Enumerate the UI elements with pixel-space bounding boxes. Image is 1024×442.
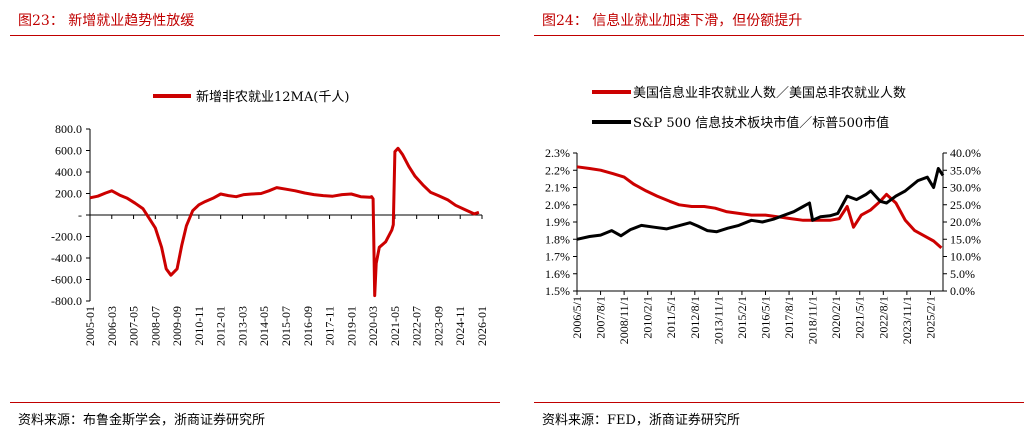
x-tick-label: 2025/2/1 — [923, 296, 937, 339]
right-chart: 美国信息业非农就业人数／美国总非农就业人数 S&P 500 信息技术板块市值／标普… — [545, 85, 981, 344]
x-tick-label: 2016/5/1 — [758, 296, 772, 339]
x-tick-label: 2020/2/1 — [829, 296, 843, 339]
y-left-tick-label: 1.8% — [545, 232, 570, 246]
x-tick-label: 2021-05 — [388, 306, 402, 346]
x-tick-label: 2007-05 — [127, 306, 141, 346]
x-tick-label: 2007/8/1 — [594, 296, 608, 339]
x-tick-label: 2009-09 — [170, 306, 184, 346]
y-right-tick-label: 35.0% — [950, 163, 981, 177]
y-left-tick-label: 1.6% — [545, 267, 570, 281]
y-right-tick-label: 40.0% — [950, 146, 981, 160]
right-source-rule — [534, 402, 1024, 403]
y-tick-label: 200.0 — [55, 187, 82, 201]
x-tick-label: 2006/5/1 — [570, 296, 584, 339]
right-title-rule — [534, 35, 1024, 36]
series-line-hiring — [89, 146, 480, 298]
legend-label-tech-cap: S&P 500 信息技术板块市值／标普500市值 — [633, 115, 889, 131]
y-left-tick-label: 2.3% — [545, 146, 570, 160]
x-tick-label: 2018/11/1 — [806, 296, 820, 344]
series-line-tech-cap — [576, 167, 945, 241]
y-left-tick-label: 2.0% — [545, 198, 570, 212]
x-tick-label: 2016-09 — [301, 306, 315, 346]
x-tick-label: 2008-07 — [148, 306, 162, 346]
y-right-tick-label: 25.0% — [950, 198, 981, 212]
x-tick-label: 2015/2/1 — [735, 296, 749, 339]
left-source-rule — [10, 402, 500, 403]
y-left-tick-label: 1.9% — [545, 215, 570, 229]
y-right-tick-label: 10.0% — [950, 250, 981, 264]
x-tick-label: 2017/8/1 — [782, 296, 796, 339]
x-tick-label: 2022-07 — [410, 306, 424, 346]
x-tick-label: 2014-05 — [257, 306, 271, 346]
x-tick-label: 2013-03 — [235, 306, 249, 346]
x-tick-label: 2019-01 — [344, 306, 358, 346]
y-tick-label: -600.0 — [51, 273, 82, 287]
right-figure-title: 图24： 信息业就业加速下滑，但份额提升 — [542, 13, 803, 29]
y-right-tick-label: 0.0% — [950, 284, 975, 298]
x-tick-label: 2023/11/1 — [900, 296, 914, 344]
y-tick-label: -800.0 — [51, 294, 82, 308]
x-tick-label: 2008/11/1 — [617, 296, 631, 344]
y-right-tick-label: 30.0% — [950, 181, 981, 195]
x-tick-label: 2015-07 — [279, 306, 293, 346]
x-tick-label: 2012-01 — [214, 306, 228, 346]
x-tick-label: 2020-03 — [366, 306, 380, 346]
x-tick-label: 2012/8/1 — [688, 296, 702, 339]
x-tick-label: 2022/8/1 — [876, 296, 890, 339]
x-tick-label: 2023-09 — [431, 306, 445, 346]
y-tick-label: 600.0 — [55, 144, 82, 158]
left-figure-panel: 图23： 新增就业趋势性放缓 新增非农就业12MA(千人) 800.0 600.0 4… — [0, 0, 500, 442]
legend-label-hiring: 新增非农就业12MA(千人) — [196, 89, 349, 105]
x-tick-label: 2021/5/1 — [853, 296, 867, 339]
y-tick-label: -200.0 — [51, 230, 82, 244]
left-title-rule — [10, 35, 500, 36]
x-tick-label: 2026-01 — [475, 306, 489, 346]
y-left-tick-label: 1.5% — [545, 284, 570, 298]
x-tick-label: 2013/11/1 — [711, 296, 725, 344]
y-tick-label: 800.0 — [55, 122, 82, 136]
y-tick-label: 400.0 — [55, 165, 82, 179]
series-line-info-share — [576, 165, 943, 250]
y-left-tick-label: 1.7% — [545, 250, 570, 264]
x-tick-label: 2006-03 — [105, 306, 119, 346]
x-tick-label: 2010/2/1 — [641, 296, 655, 339]
x-tick-label: 2010-11 — [192, 306, 206, 346]
x-tick-label: 2005-01 — [83, 306, 97, 346]
left-chart: 新增非农就业12MA(千人) 800.0 600.0 400.0 200.0 - -200.… — [51, 89, 489, 346]
x-tick-label: 2011/5/1 — [664, 296, 678, 338]
legend-label-info-share: 美国信息业非农就业人数／美国总非农就业人数 — [633, 85, 906, 101]
right-figure-panel: 图24： 信息业就业加速下滑，但份额提升 美国信息业非农就业人数／美国总非农就业… — [524, 0, 1024, 442]
y-tick-label: -400.0 — [51, 251, 82, 265]
y-right-tick-label: 15.0% — [950, 232, 981, 246]
x-tick-label: 2024-11 — [453, 306, 467, 346]
y-right-tick-label: 20.0% — [950, 215, 981, 229]
y-tick-label: - — [78, 208, 82, 222]
x-tick-label: 2017-11 — [323, 306, 337, 346]
y-right-tick-label: 5.0% — [950, 267, 975, 281]
y-left-tick-label: 2.2% — [545, 163, 570, 177]
right-source-note: 资料来源：FED，浙商证券研究所 — [542, 413, 740, 428]
left-figure-title: 图23： 新增就业趋势性放缓 — [18, 13, 195, 29]
y-left-tick-label: 2.1% — [545, 181, 570, 195]
left-source-note: 资料来源：布鲁金斯学会，浙商证券研究所 — [18, 413, 266, 428]
